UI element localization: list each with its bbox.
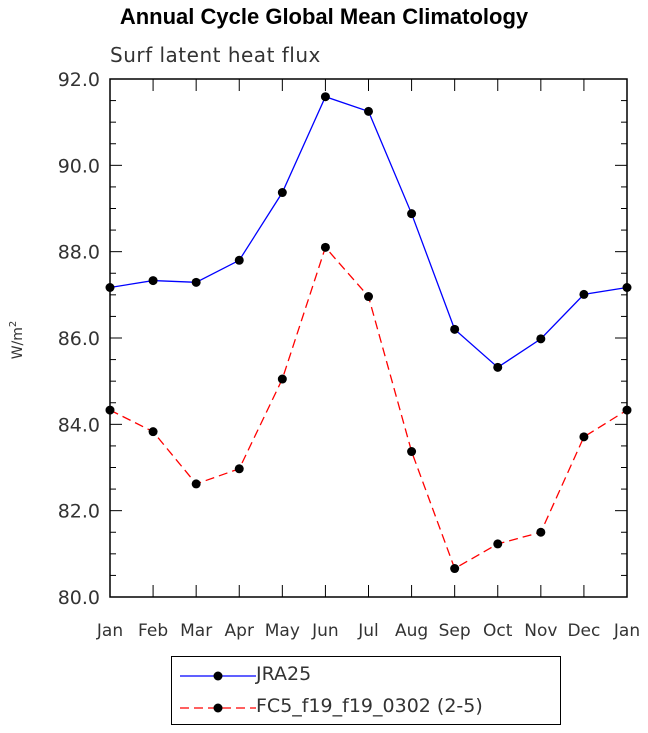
data-point [234, 464, 244, 474]
data-point [536, 527, 546, 537]
data-point [105, 405, 115, 415]
data-point [450, 324, 460, 334]
x-tick-label: Aug [395, 621, 428, 641]
data-point [191, 479, 201, 489]
series-line [109, 95, 628, 369]
x-tick-label: Jan [96, 621, 123, 641]
data-point [407, 447, 417, 457]
x-tick-label: Jun [311, 621, 339, 641]
x-tick-label: Apr [225, 621, 254, 641]
x-tick-label: Nov [524, 621, 557, 641]
y-tick-label: 92.0 [58, 69, 100, 91]
data-point [579, 289, 589, 299]
data-point [148, 427, 158, 437]
data-point [320, 92, 330, 102]
tick-marks [109, 78, 628, 598]
data-point [622, 405, 632, 415]
legend-item-jra25: JRA25 [172, 661, 560, 691]
y-tick-label: 82.0 [58, 501, 100, 523]
data-point [320, 242, 330, 252]
legend-label-fc5: FC5_f19_f19_0302 (2-5) [256, 695, 483, 717]
legend-swatch-fc5 [180, 703, 256, 713]
legend-item-fc5: FC5_f19_f19_0302 (2-5) [172, 693, 560, 723]
data-point [493, 362, 503, 372]
y-axis-title-text: W/m [10, 327, 26, 359]
data-point [622, 282, 632, 292]
y-axis-title: W/m2 [8, 321, 26, 360]
data-point [450, 564, 460, 574]
data-point [493, 539, 503, 549]
x-tick-label: Mar [180, 621, 212, 641]
data-point [234, 255, 244, 265]
x-tick-label: Jan [613, 621, 640, 641]
y-axis-title-superscript: 2 [8, 321, 19, 327]
series-fc5 [105, 242, 632, 574]
x-tick-label: Jul [357, 621, 379, 641]
y-tick-label: 80.0 [58, 587, 100, 609]
x-tick-label: Feb [138, 621, 168, 641]
legend-swatch-jra25 [180, 671, 256, 681]
chart-subtitle: Surf latent heat flux [110, 43, 321, 67]
legend: JRA25 FC5_f19_f19_0302 (2-5) [171, 656, 561, 725]
data-point [407, 209, 417, 219]
plot-frame [109, 78, 628, 598]
data-point [105, 282, 115, 292]
x-tick-label: Oct [483, 621, 513, 641]
x-axis-labels: Jan Feb Mar Apr May Jun Jul Aug Sep Oct Nov Dec Jan [96, 621, 640, 641]
data-point [191, 277, 201, 287]
data-point [277, 374, 287, 384]
data-point [148, 276, 158, 286]
y-tick-label: 90.0 [58, 155, 100, 177]
data-point [579, 432, 589, 442]
series-layer [105, 92, 632, 574]
chart-title: Annual Cycle Global Mean Climatology [119, 4, 529, 29]
x-tick-label: Sep [439, 621, 471, 641]
x-tick-label: Dec [567, 621, 600, 641]
data-point [536, 334, 546, 344]
legend-label-jra25: JRA25 [256, 663, 312, 685]
y-tick-label: 84.0 [58, 414, 100, 436]
x-tick-label: May [265, 621, 300, 641]
y-tick-label: 86.0 [58, 328, 100, 350]
data-point [364, 292, 373, 302]
series-jra25 [105, 92, 632, 372]
y-axis-labels: 80.0 82.0 84.0 86.0 88.0 90.0 92.0 [58, 69, 100, 609]
data-point [277, 188, 287, 198]
y-tick-label: 88.0 [58, 242, 100, 264]
data-point [364, 106, 373, 116]
